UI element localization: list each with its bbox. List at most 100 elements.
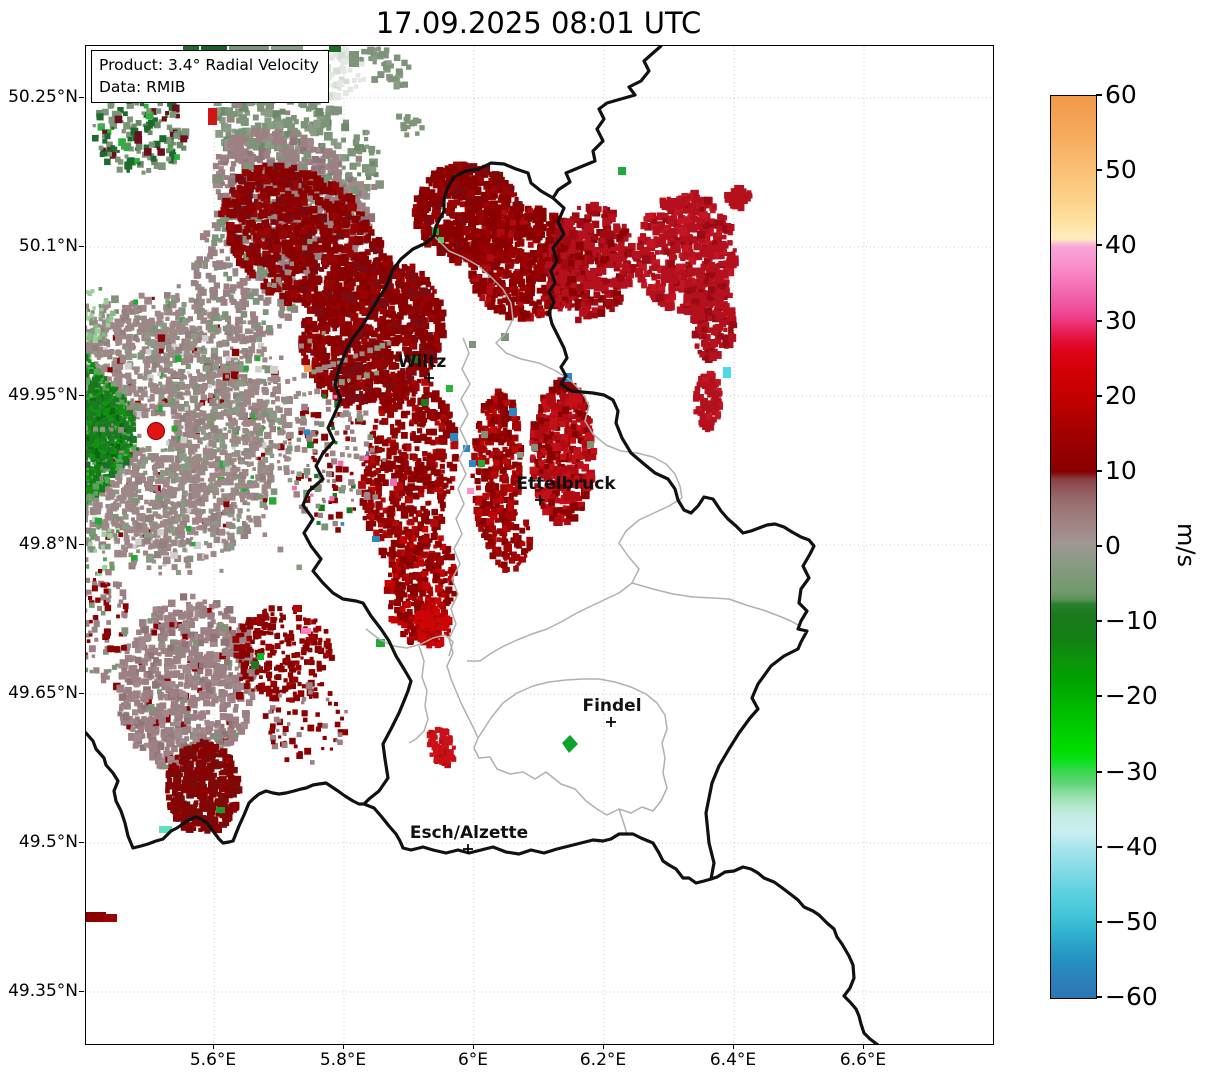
canton-border: [618, 808, 628, 835]
y-tick-mark: [79, 543, 84, 545]
colorbar-unit-label: m/s: [1172, 523, 1200, 567]
colorbar-tick-label: −30: [1105, 756, 1158, 786]
radar-echo-cluster: [113, 593, 260, 770]
radar-echo-cluster: [232, 605, 335, 703]
x-tick-mark: [732, 1044, 734, 1049]
colorbar-tick-mark: [1096, 469, 1102, 472]
country-border: [547, 46, 880, 1044]
y-tick-mark: [79, 990, 84, 992]
radar-clutter-spokes: [86, 284, 193, 576]
colorbar-tick-label: −60: [1105, 982, 1158, 1011]
x-tick-label: 5.8°E: [319, 1050, 367, 1070]
colorbar-tick-label: −10: [1105, 606, 1158, 636]
x-tick-label: 6.4°E: [709, 1050, 757, 1070]
radar-echo-cluster: [165, 739, 243, 834]
y-tick-mark: [79, 245, 84, 247]
y-tick-label: 49.35°N: [8, 981, 78, 1001]
x-tick-label: 6.2°E: [579, 1050, 627, 1070]
canton-border: [446, 337, 479, 739]
figure-title: 17.09.2025 08:01 UTC: [375, 6, 702, 40]
radar-echo-cluster: [86, 523, 118, 576]
colorbar-tick-label: 30: [1105, 305, 1137, 335]
colorbar-tick-label: 50: [1105, 155, 1137, 185]
y-tick-label: 49.95°N: [8, 385, 78, 405]
x-tick-mark: [602, 1044, 604, 1049]
colorbar-tick-mark: [1096, 244, 1102, 247]
radar-echo-cluster: [692, 370, 723, 433]
colorbar-tick-label: 40: [1105, 230, 1137, 260]
canton-border: [467, 497, 683, 662]
radar-map-canvas: Wiltz Ettelbruck Findel Esch/Alzette: [86, 46, 993, 1044]
colorbar-tick-label: 10: [1105, 455, 1137, 485]
radar-echo-cluster: [86, 287, 116, 343]
x-tick-label: 5.6°E: [189, 1050, 237, 1070]
map-plot: Wiltz Ettelbruck Findel Esch/Alzette Produc…: [85, 45, 994, 1045]
city-marker: [424, 373, 434, 383]
product-info-box: Product: 3.4° Radial Velocity Data: RMIB: [91, 50, 329, 103]
colorbar-tick-mark: [1096, 695, 1102, 698]
y-tick-label: 49.5°N: [18, 832, 78, 852]
y-tick-mark: [79, 692, 84, 694]
city-label: Esch/Alzette: [410, 823, 528, 843]
radar-echo-cluster: [218, 162, 388, 317]
colorbar-tick-mark: [1096, 845, 1102, 848]
radar-echo-cluster: [92, 94, 190, 175]
colorbar-tick-label: 20: [1105, 380, 1137, 410]
radar-echo-cluster: [262, 679, 349, 765]
x-tick-label: 6°E: [457, 1050, 489, 1070]
colorbar-tick-mark: [1096, 920, 1102, 923]
radar-echo-cluster: [359, 46, 412, 90]
city-label: Findel: [582, 696, 641, 716]
radar-echo-cluster: [298, 255, 447, 411]
colorbar-tick-mark: [1096, 319, 1102, 322]
colorbar-tick-mark: [1096, 394, 1102, 397]
colorbar-tick-label: 60: [1105, 80, 1137, 109]
x-tick-mark: [212, 1044, 214, 1049]
canton-border: [408, 645, 429, 744]
y-tick-mark: [79, 394, 84, 396]
y-tick-label: 49.8°N: [18, 534, 78, 554]
y-tick-mark: [79, 841, 84, 843]
colorbar-tick-label: −40: [1105, 831, 1158, 861]
product-label: Product: 3.4° Radial Velocity: [99, 56, 319, 74]
radar-echo-cluster: [724, 184, 753, 212]
radar-echo-cluster: [688, 274, 738, 363]
radar-echo-cluster: [426, 726, 457, 769]
colorbar-tick-label: −50: [1105, 906, 1158, 936]
colorbar-tick-mark: [1096, 770, 1102, 773]
city-marker: [463, 844, 473, 854]
city-marker: [606, 717, 616, 727]
radar-echo-cluster: [396, 113, 425, 138]
colorbar-tick-label: 0: [1105, 531, 1121, 560]
colorbar-tick-label: −20: [1105, 681, 1158, 711]
country-border: [86, 731, 366, 850]
radar-echo-cluster: [470, 388, 525, 545]
radar-site-dot: [147, 422, 165, 440]
x-tick-mark: [862, 1044, 864, 1049]
x-tick-label: 6.6°E: [839, 1050, 887, 1070]
y-tick-label: 49.65°N: [8, 683, 78, 703]
y-tick-label: 50.1°N: [18, 236, 78, 256]
x-tick-mark: [342, 1044, 344, 1049]
radar-echo-cluster: [86, 569, 129, 684]
colorbar-tick-mark: [1096, 996, 1102, 998]
colorbar-tick-mark: [1096, 620, 1102, 623]
city-marker: [535, 495, 545, 505]
colorbar-tick-mark: [1096, 94, 1102, 96]
y-tick-label: 50.25°N: [8, 87, 78, 107]
canton-border: [473, 678, 668, 816]
velocity-colorbar: [1050, 95, 1097, 999]
radar-echo-cluster: [543, 201, 637, 324]
y-tick-mark: [79, 96, 84, 98]
colorbar-tick-mark: [1096, 545, 1102, 547]
country-border: [301, 161, 713, 885]
colorbar-tick-mark: [1096, 169, 1102, 172]
city-label: Wiltz: [398, 352, 447, 372]
canton-border: [365, 628, 454, 657]
radar-echo-poly: [562, 735, 578, 753]
canton-border: [631, 582, 799, 626]
x-tick-mark: [472, 1044, 474, 1049]
city-label: Ettelbruck: [516, 474, 616, 494]
data-source-label: Data: RMIB: [99, 78, 186, 96]
